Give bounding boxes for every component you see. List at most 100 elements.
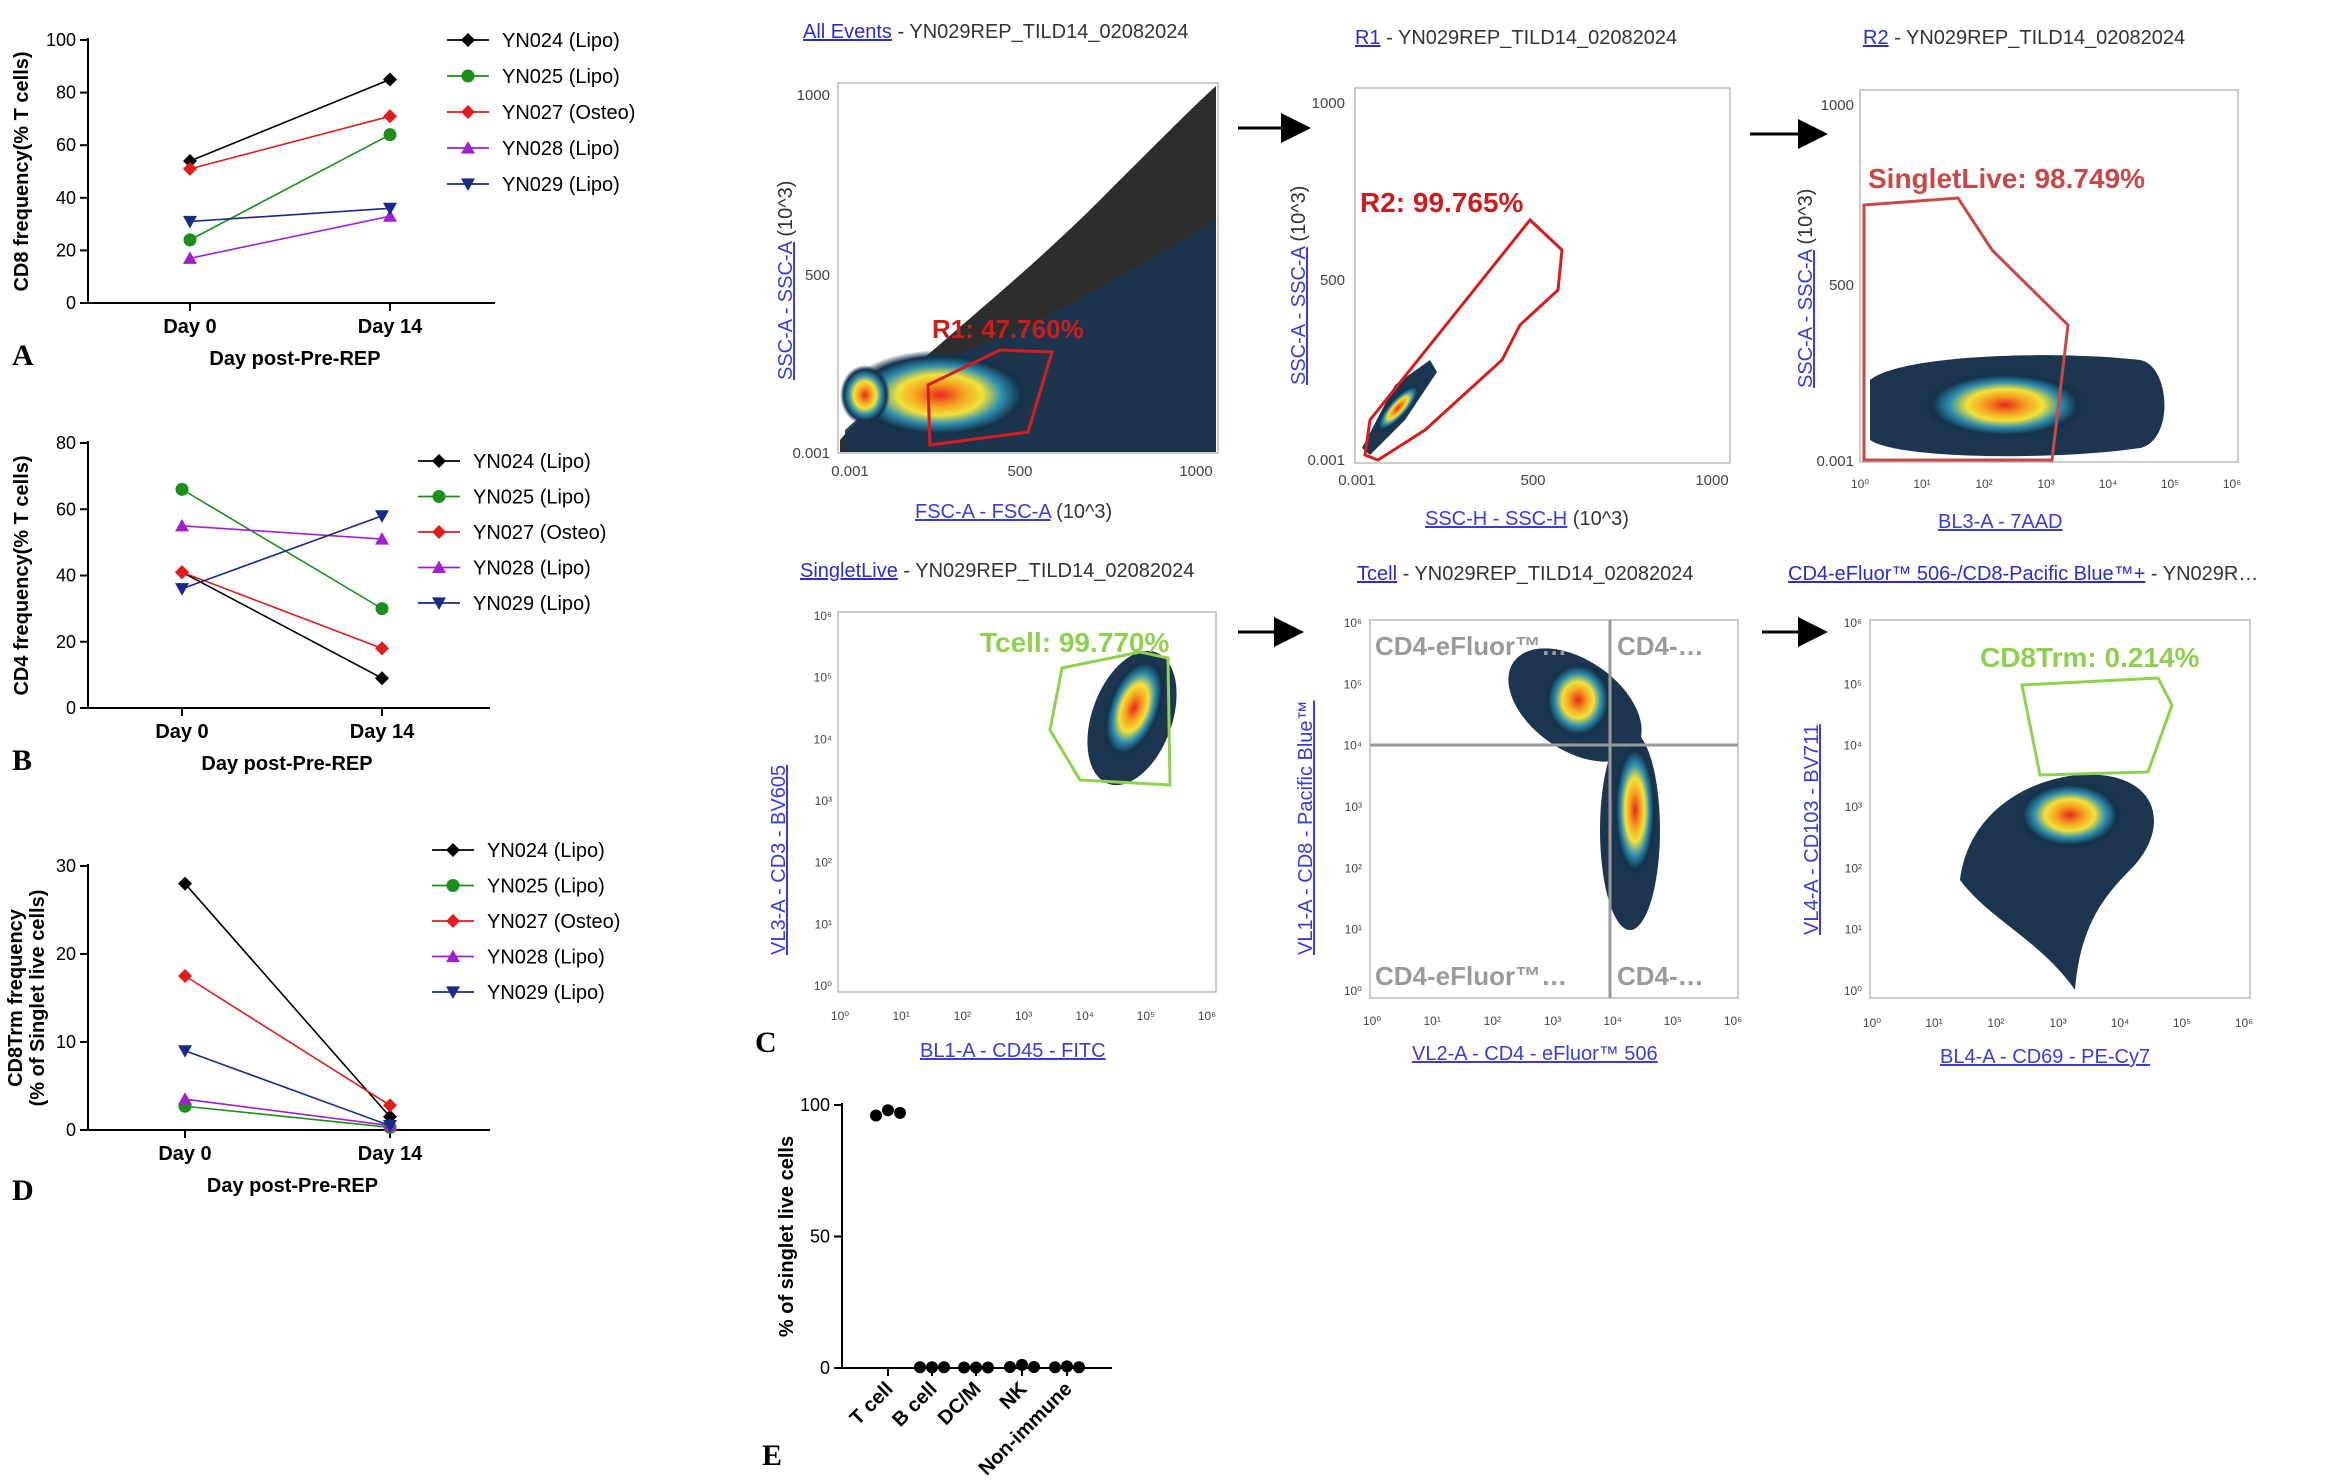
chart-b-legend-marker bbox=[432, 597, 446, 610]
chart-a-point-2-0 bbox=[183, 161, 197, 176]
chart-a-ytick-label: 100 bbox=[46, 30, 76, 50]
svg-text:VL2-A - CD4 - eFluor™ 506: VL2-A - CD4 - eFluor™ 506 bbox=[1412, 1043, 1658, 1065]
facs5-yticks-label-0: 10⁰ bbox=[1344, 984, 1362, 998]
facs3-yaxis-link[interactable]: SSC-A - SSC-A bbox=[1795, 248, 1817, 388]
facs4-yticks-label-6: 10⁶ bbox=[814, 609, 832, 623]
facs5-yticks-label-6: 10⁶ bbox=[1344, 616, 1362, 630]
facs6-title-link[interactable]: CD4-eFluor™ 506-/CD8-Pacific Blue™+ bbox=[1788, 563, 2145, 585]
facs5-quad-tr: CD4-… bbox=[1617, 631, 1704, 661]
facs5-yticks-label-1: 10¹ bbox=[1345, 923, 1362, 937]
facs1-density-spot bbox=[840, 365, 890, 425]
chart-d: 0 10 20 30 Day 0 Day 14 Day post-Pre-REP CD8Trm… bbox=[5, 840, 620, 1197]
facs5-quad-bl: CD4-eFluor™… bbox=[1375, 961, 1567, 991]
facs6-xticks-label-1: 10¹ bbox=[1925, 1016, 1942, 1030]
svg-text:SSC-A - SSC-A (10^3): SSC-A - SSC-A (10^3) bbox=[1795, 189, 1817, 388]
facs4-yticks-label-3: 10³ bbox=[815, 794, 832, 808]
facs1-title-link[interactable]: All Events bbox=[803, 21, 892, 43]
facs6-yaxis-link[interactable]: VL4-A - CD103 - BV711 bbox=[1801, 724, 1823, 935]
svg-text:BL3-A - 7AAD: BL3-A - 7AAD bbox=[1938, 511, 2063, 533]
facs6-xticks-label-6: 10⁶ bbox=[2235, 1016, 2253, 1030]
facs4-xaxis-link[interactable]: BL1-A - CD45 - FITC bbox=[920, 1040, 1106, 1062]
facs2-yaxis-link[interactable]: SSC-A - SSC-A bbox=[1288, 245, 1310, 385]
chart-d-ytick-label: 30 bbox=[56, 856, 76, 876]
chart-a-ytick-label: 60 bbox=[56, 135, 76, 155]
facs3-title-link[interactable]: R2 bbox=[1863, 27, 1889, 49]
chart-d-ytick-label: 10 bbox=[56, 1032, 76, 1052]
facs3-xaxis-link[interactable]: BL3-A - 7AAD bbox=[1938, 511, 2063, 533]
facs2-title-rest: - YN029REP_TILD14_02082024 bbox=[1381, 27, 1678, 49]
chart-a-point-1-1 bbox=[383, 128, 397, 142]
facs4-yticks-label-1: 10¹ bbox=[815, 917, 832, 931]
chart-a-legend-marker bbox=[461, 141, 475, 154]
facs2-xtick-2: 1000 bbox=[1695, 472, 1728, 489]
facs1-yaxis-rest: (10^3) bbox=[775, 181, 797, 243]
facs2-xaxis-link[interactable]: SSC-H - SSC-H bbox=[1425, 508, 1567, 530]
facs6-xticks-label-5: 10⁵ bbox=[2173, 1016, 2191, 1030]
panel-label-d: D bbox=[12, 1174, 34, 1207]
chart-b-point-2-0 bbox=[175, 565, 189, 580]
facs1-density-core bbox=[845, 350, 1035, 440]
facs1-yaxis-link[interactable]: SSC-A - SSC-A bbox=[775, 240, 797, 380]
facs5-xaxis-link[interactable]: VL2-A - CD4 - eFluor™ 506 bbox=[1412, 1043, 1658, 1065]
chart-d-legend-marker bbox=[446, 843, 460, 857]
facs4-xticks-label-3: 10³ bbox=[1015, 1009, 1032, 1023]
facs6-xticks-label-2: 10² bbox=[1987, 1016, 2004, 1030]
chart-a-legend-label: YN024 (Lipo) bbox=[502, 30, 620, 52]
chart-e-ytick-label: 0 bbox=[820, 1358, 830, 1378]
chart-b-point-3-1 bbox=[375, 532, 389, 545]
chart-b-ytick-label: 80 bbox=[56, 433, 76, 453]
chart-e-point bbox=[1016, 1358, 1028, 1371]
facs6-yticks-label-1: 10¹ bbox=[1845, 923, 1862, 937]
chart-d-series-line-1 bbox=[184, 1105, 391, 1129]
chart-e-xtick-label: NK bbox=[996, 1378, 1032, 1414]
facs4-yaxis-link[interactable]: VL3-A - CD3 - BV605 bbox=[768, 765, 790, 955]
chart-d-series-line-4 bbox=[184, 1050, 391, 1127]
facs4-yticks-label-2: 10² bbox=[815, 856, 832, 870]
facs4-title-link[interactable]: SingletLive bbox=[800, 560, 898, 582]
facs6-gate-cd8trm bbox=[2020, 676, 2174, 777]
facs2-title-link[interactable]: R1 bbox=[1355, 27, 1381, 49]
facs2-ytick-0: 0.001 bbox=[1307, 452, 1345, 469]
chart-b-legend-label: YN028 (Lipo) bbox=[473, 558, 591, 580]
facs1-xtick-0: 0.001 bbox=[831, 463, 869, 480]
facs-plot-tcell: Tcell - YN029REP_TILD14_02082024 CD4-eFl… bbox=[1295, 563, 1742, 1065]
chart-a-legend-label: YN028 (Lipo) bbox=[502, 138, 620, 160]
svg-text:R2 - YN029REP_TILD14_02082024: R2 - YN029REP_TILD14_02082024 bbox=[1863, 27, 2185, 49]
facs2-ytick-2: 1000 bbox=[1312, 95, 1345, 112]
chart-a-legend-label: YN029 (Lipo) bbox=[502, 174, 620, 196]
chart-d-xtick-label: Day 14 bbox=[358, 1143, 423, 1165]
chart-b-xtick-label: Day 0 bbox=[155, 721, 208, 743]
facs3-xticks-label-4: 10⁴ bbox=[2099, 477, 2118, 491]
facs2-xtick-0: 0.001 bbox=[1338, 472, 1376, 489]
facs4-density-core bbox=[1101, 655, 1167, 761]
chart-a-xtick-label: Day 14 bbox=[358, 316, 423, 338]
chart-d-legend-marker bbox=[446, 949, 460, 963]
facs-plot-r1: R1 - YN029REP_TILD14_02082024 R2: 99.765… bbox=[1288, 27, 1731, 530]
svg-text:SSC-H - SSC-H (10^3): SSC-H - SSC-H (10^3) bbox=[1425, 508, 1629, 530]
chart-e-point bbox=[970, 1361, 982, 1374]
facs1-xtick-1: 500 bbox=[1007, 463, 1032, 480]
chart-e-point bbox=[958, 1361, 970, 1374]
facs4-xticks-label-0: 10⁰ bbox=[831, 1009, 849, 1023]
facs5-xticks-label-6: 10⁶ bbox=[1724, 1014, 1742, 1028]
facs5-xticks: 10⁰ 10¹ 10² 10³ 10⁴ 10⁵ 10⁶ bbox=[1363, 1014, 1742, 1028]
facs1-xtick-2: 1000 bbox=[1179, 463, 1212, 480]
chart-a-point-4-1 bbox=[383, 202, 397, 216]
chart-b-legend-label: YN029 (Lipo) bbox=[473, 593, 591, 615]
chart-d-point-2-0 bbox=[178, 969, 192, 983]
facs6-xaxis-link[interactable]: BL4-A - CD69 - PE-Cy7 bbox=[1940, 1046, 2150, 1068]
chart-b-legend-marker bbox=[432, 560, 446, 574]
svg-text:All Events - YN029REP_TILD14_0: All Events - YN029REP_TILD14_02082024 bbox=[803, 21, 1188, 43]
chart-d-xtick-label: Day 0 bbox=[158, 1143, 211, 1165]
facs6-title-rest: - YN029R… bbox=[2145, 563, 2258, 585]
facs6-yticks-label-2: 10² bbox=[1845, 861, 1862, 875]
facs5-quad-br: CD4-… bbox=[1617, 961, 1704, 991]
facs6-xticks-label-0: 10⁰ bbox=[1863, 1016, 1881, 1030]
chart-d-point-4-0 bbox=[178, 1045, 192, 1058]
facs5-yaxis-link[interactable]: VL1-A - CD8 - Pacific Blue™ bbox=[1295, 700, 1317, 955]
svg-text:FSC-A - FSC-A (10^3): FSC-A - FSC-A (10^3) bbox=[915, 501, 1112, 523]
chart-d-series-line-2 bbox=[184, 975, 391, 1107]
facs1-xaxis-link[interactable]: FSC-A - FSC-A bbox=[915, 501, 1052, 523]
facs5-title-link[interactable]: Tcell bbox=[1357, 563, 1397, 585]
